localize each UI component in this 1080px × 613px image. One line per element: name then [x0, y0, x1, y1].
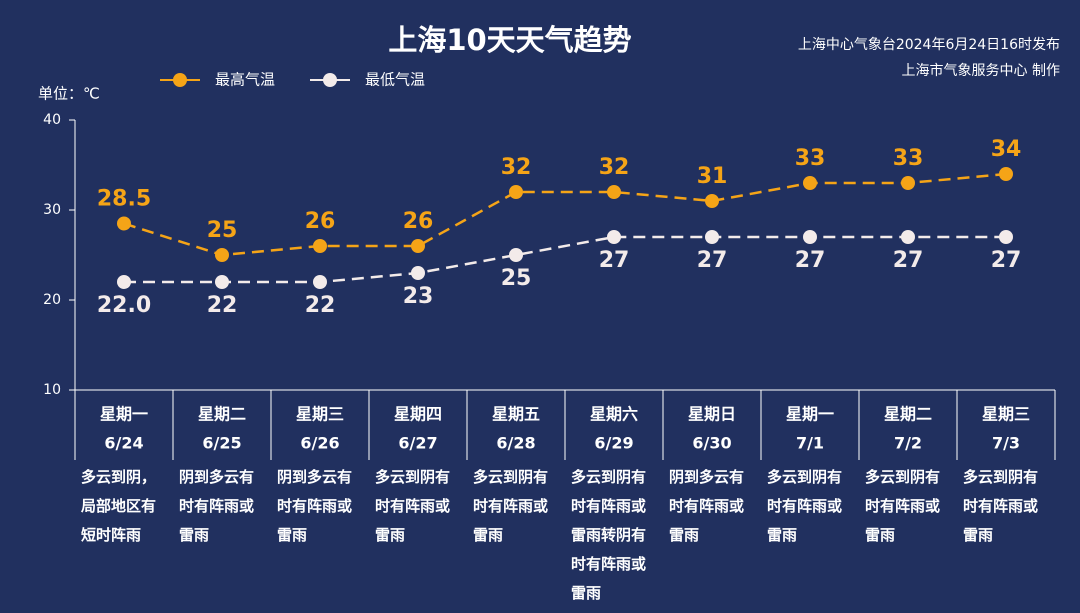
weather-text: 多云到阴有时有阵雨或雷雨转阴有时有阵雨或雷雨: [571, 468, 647, 602]
x-tick-label: 6/27: [398, 434, 437, 453]
x-tick-label: 6/29: [594, 434, 633, 453]
legend-marker: [173, 73, 187, 87]
data-label: 27: [893, 248, 924, 273]
weather-text: 多云到阴有时有阵雨或雷雨: [375, 468, 451, 544]
data-point: [999, 230, 1013, 244]
x-tick-label: 6/25: [202, 434, 241, 453]
y-axis-label: 单位：℃: [38, 85, 100, 103]
y-tick-label: 40: [43, 112, 61, 128]
y-tick-label: 20: [43, 292, 61, 308]
data-point: [999, 167, 1013, 181]
weather-text: 多云到阴有时有阵雨或雷雨: [963, 468, 1039, 544]
weekday-label: 星期四: [394, 405, 442, 424]
data-label: 31: [697, 164, 728, 189]
series-line: [123, 172, 1007, 257]
x-tick-label: 7/1: [796, 434, 824, 453]
weekday-label: 星期六: [590, 405, 638, 424]
weekday-label: 星期三: [296, 405, 344, 424]
weekday-label: 星期五: [492, 405, 540, 424]
source-note: 上海中心气象台2024年6月24日16时发布: [797, 37, 1060, 53]
y-tick-label: 30: [43, 202, 61, 218]
data-point: [607, 230, 621, 244]
x-tick-label: 6/26: [300, 434, 339, 453]
data-label: 22: [207, 293, 238, 318]
data-label: 32: [599, 155, 630, 180]
legend-marker: [323, 73, 337, 87]
data-label: 33: [795, 146, 826, 171]
data-point: [313, 239, 327, 253]
data-point: [705, 230, 719, 244]
data-point: [313, 275, 327, 289]
data-point: [117, 275, 131, 289]
y-tick-label: 10: [43, 382, 61, 398]
chart-title: 上海10天天气趋势: [388, 23, 631, 57]
data-point: [411, 266, 425, 280]
series-line: [124, 235, 1006, 284]
source-note: 上海市气象服务中心 制作: [901, 63, 1060, 79]
data-point: [803, 176, 817, 190]
weather-text: 多云到阴，局部地区有短时阵雨: [81, 468, 157, 544]
data-label: 32: [501, 155, 532, 180]
data-label: 27: [697, 248, 728, 273]
data-point: [607, 185, 621, 199]
data-label: 34: [991, 137, 1022, 162]
weekday-label: 星期一: [100, 405, 148, 424]
weather-text: 阴到多云有时有阵雨或雷雨: [669, 468, 745, 544]
data-label: 26: [305, 209, 336, 234]
data-label: 26: [403, 209, 434, 234]
weekday-label: 星期日: [688, 405, 736, 424]
data-label: 33: [893, 146, 924, 171]
data-point: [215, 275, 229, 289]
data-label: 25: [501, 266, 532, 291]
data-point: [803, 230, 817, 244]
weather-text: 多云到阴有时有阵雨或雷雨: [767, 468, 843, 544]
weekday-label: 星期二: [884, 405, 932, 424]
legend-label: 最高气温: [215, 71, 275, 89]
weather-text: 阴到多云有时有阵雨或雷雨: [179, 468, 255, 544]
x-tick-label: 6/28: [496, 434, 535, 453]
data-point: [509, 185, 523, 199]
data-point: [705, 194, 719, 208]
data-label: 27: [795, 248, 826, 273]
data-point: [117, 216, 131, 231]
data-point: [901, 176, 915, 190]
legend-label: 最低气温: [365, 71, 425, 89]
weather-text: 阴到多云有时有阵雨或雷雨: [277, 468, 353, 544]
weekday-label: 星期二: [198, 405, 246, 424]
data-label: 27: [991, 248, 1022, 273]
weather-text: 多云到阴有时有阵雨或雷雨: [865, 468, 941, 544]
x-tick-label: 6/30: [692, 434, 731, 453]
data-label: 27: [599, 248, 630, 273]
data-point: [215, 248, 229, 262]
weekday-label: 星期三: [982, 405, 1030, 424]
weekday-label: 星期一: [786, 405, 834, 424]
data-label: 28.5: [97, 187, 151, 212]
x-tick-label: 7/3: [992, 434, 1020, 453]
x-tick-label: 7/2: [894, 434, 922, 453]
data-point: [411, 239, 425, 253]
data-point: [509, 248, 523, 262]
data-label: 22: [305, 293, 336, 318]
data-point: [901, 230, 915, 244]
data-label: 23: [403, 284, 434, 309]
x-tick-label: 6/24: [104, 434, 143, 453]
weather-text: 多云到阴有时有阵雨或雷雨: [473, 468, 549, 544]
data-label: 22.0: [97, 293, 151, 318]
data-label: 25: [207, 218, 238, 243]
